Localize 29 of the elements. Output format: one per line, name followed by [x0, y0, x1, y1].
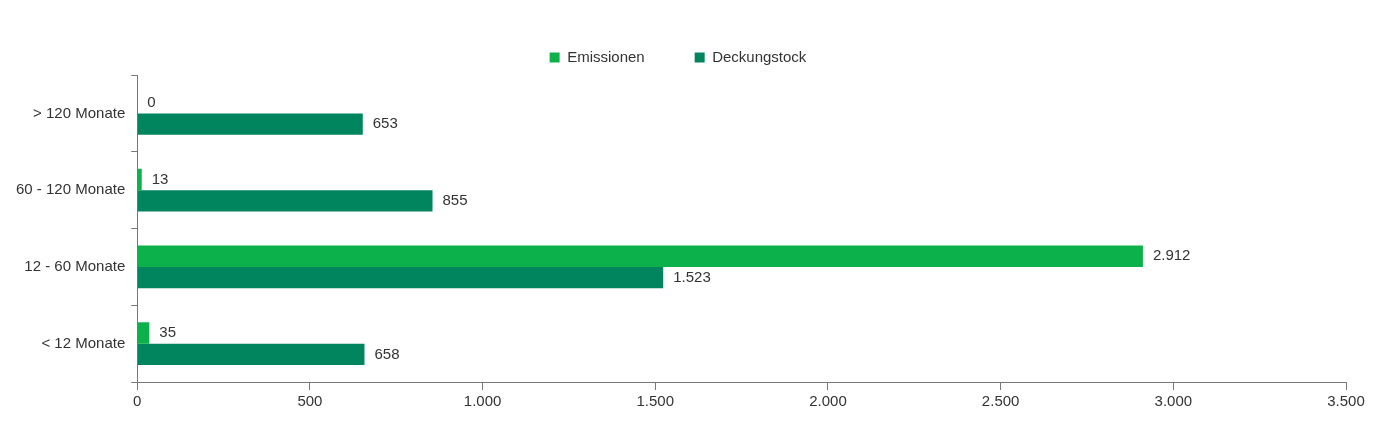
data-label: 1.523: [673, 267, 711, 285]
data-label: 0: [147, 92, 156, 110]
bar: [137, 168, 142, 191]
y-tick-label: < 12 Monate: [41, 333, 126, 351]
x-tick-label: 3.000: [1154, 392, 1193, 410]
x-tick-label: 0: [133, 392, 142, 410]
data-label: 855: [442, 191, 468, 209]
y-tick-label: 60 - 120 Monate: [15, 180, 126, 198]
x-tick-label: 1.500: [636, 392, 675, 410]
data-label: 35: [159, 323, 177, 341]
bar: [137, 322, 150, 344]
data-label: 658: [374, 344, 400, 362]
x-tick-label: 3.500: [1327, 392, 1365, 410]
bar: [137, 343, 365, 366]
bar: [137, 266, 664, 289]
x-tick-label: 2.000: [809, 392, 847, 410]
y-tick-label: 12 - 60 Monate: [24, 257, 126, 275]
data-label: 2.912: [1152, 246, 1191, 264]
bar: [137, 245, 1143, 267]
x-tick-label: 2.500: [981, 392, 1020, 410]
data-label: 13: [151, 169, 169, 187]
y-tick-label: > 120 Monate: [33, 103, 126, 121]
bar: [137, 113, 363, 135]
legend-label: Emissionen: [567, 47, 645, 65]
x-tick-label: 1.000: [463, 392, 502, 410]
data-label: 653: [372, 114, 398, 132]
bar: [137, 190, 433, 212]
legend-label: Deckungstock: [712, 47, 807, 65]
x-tick-label: 500: [297, 392, 323, 410]
